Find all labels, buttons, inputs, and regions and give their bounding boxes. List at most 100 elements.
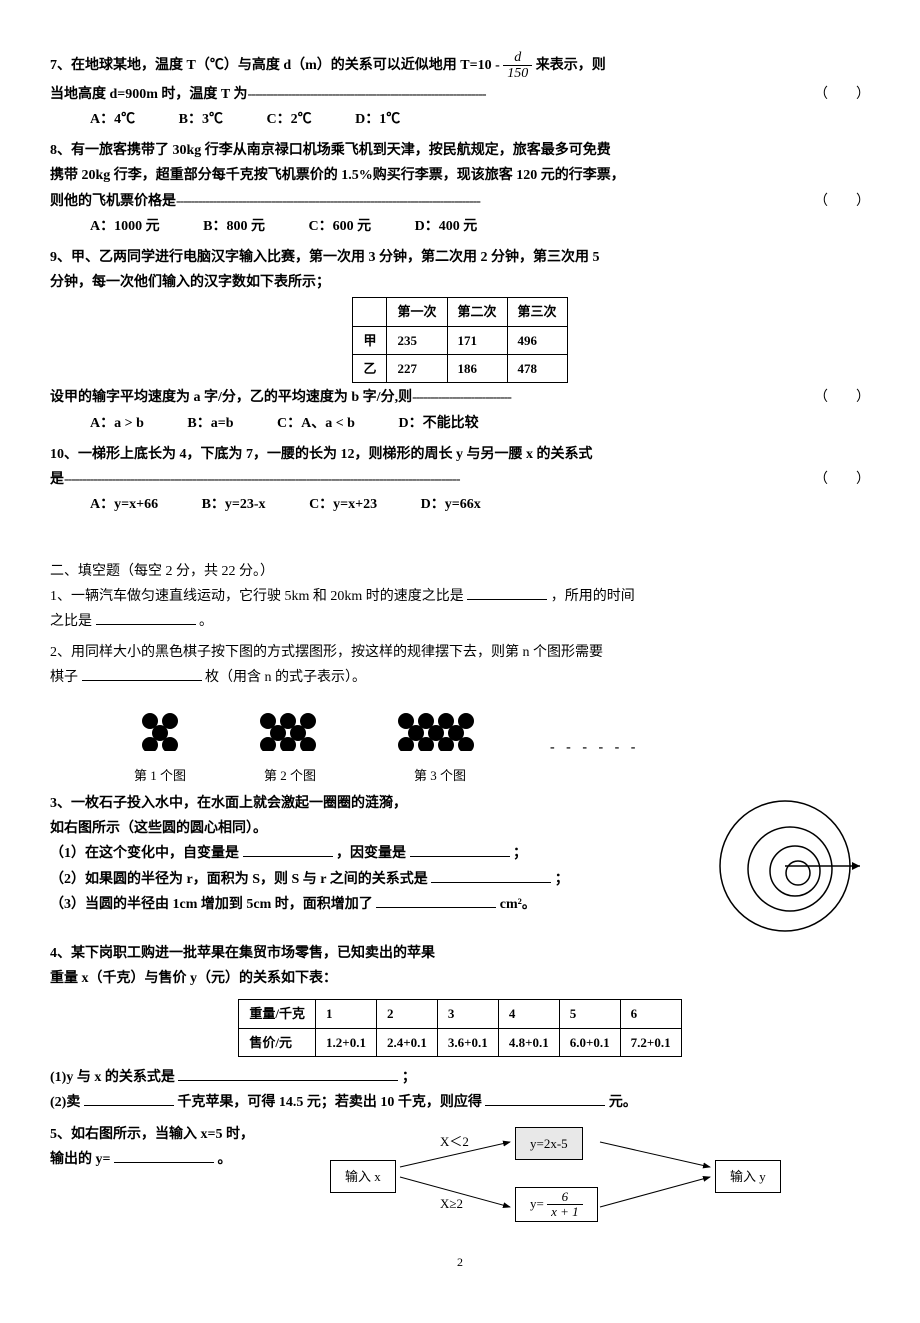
- q8-optB: B：800 元: [203, 214, 265, 239]
- fill-4-subs: (1)y 与 x 的关系式是 ； (2)卖 千克苹果，可得 14.5 元；若卖出…: [50, 1065, 870, 1115]
- q9-th-1: 第一次: [387, 298, 447, 326]
- q10-options: A：y=x+66 B：y=23-x C：y=x+23 D：y=66x: [50, 492, 870, 517]
- q9-r1c3: 496: [507, 326, 567, 354]
- fig-2: 第 2 个图: [250, 711, 330, 788]
- q9-line1: 9、甲、乙两同学进行电脑汉字输入比赛，第一次用 3 分钟，第二次用 2 分钟，第…: [50, 245, 870, 270]
- ripple-icon: [710, 791, 870, 941]
- fig-3: 第 3 个图: [390, 711, 490, 788]
- f4-h1: 1: [316, 1000, 377, 1028]
- q7-optC: C：2℃: [266, 107, 311, 132]
- question-9: 9、甲、乙两同学进行电脑汉字输入比赛，第一次用 3 分钟，第二次用 2 分钟，第…: [50, 245, 870, 436]
- question-7: 7、在地球某地，温度 T（℃）与高度 d（m）的关系可以近似地用 T=10 - …: [50, 50, 870, 132]
- fill-5-text: 5、如右图所示，当输入 x=5 时， 输出的 y= 。: [50, 1122, 310, 1172]
- q10-line1: 10、一梯形上底长为 4，下底为 7，一腰的长为 12，则梯形的周长 y 与另一…: [50, 442, 870, 467]
- f3-sub1c: ；: [513, 846, 527, 861]
- f4-blank3: [485, 1105, 605, 1106]
- fig-ellipsis: - - - - - -: [550, 735, 639, 788]
- q9-paren: （ ）: [814, 385, 870, 410]
- fig1-caption: 第 1 个图: [130, 764, 190, 787]
- q9-line3: 设甲的输字平均速度为 a 字/分，乙的平均速度为 b 字/分,则: [50, 385, 412, 410]
- dots-icon-2: [250, 711, 330, 751]
- f1-p4: 。: [199, 614, 213, 629]
- q9-th-3: 第三次: [507, 298, 567, 326]
- f1-p3: 之比是: [50, 614, 92, 629]
- q8-optD: D：400 元: [415, 214, 478, 239]
- q7-dashes: ----------------------------------------…: [248, 82, 814, 107]
- f4-sub2c: 元。: [609, 1095, 637, 1110]
- page-number: 2: [50, 1252, 870, 1274]
- f4-line1: 4、某下岗职工购进一批苹果在集贸市场零售，已知卖出的苹果: [50, 941, 870, 966]
- f3-blank3: [431, 882, 551, 883]
- fill-4: 4、某下岗职工购进一批苹果在集贸市场零售，已知卖出的苹果 重量 x（千克）与售价…: [50, 941, 870, 991]
- f4-r5: 6.0+0.1: [559, 1028, 620, 1056]
- flow-input-box: 输入 x: [330, 1160, 396, 1193]
- q10-paren: （ ）: [814, 467, 870, 492]
- q10-line2: 是: [50, 467, 64, 492]
- f4-h5: 5: [559, 1000, 620, 1028]
- f4-r2: 2.4+0.1: [376, 1028, 437, 1056]
- fig-1: 第 1 个图: [130, 711, 190, 788]
- f1-blank2: [96, 624, 196, 625]
- f4-sub2a: (2)卖: [50, 1095, 80, 1110]
- f4-table: 重量/千克 1 2 3 4 5 6 售价/元 1.2+0.1 2.4+0.1 3…: [238, 999, 681, 1057]
- flow-expr2-num: 6: [547, 1190, 583, 1205]
- f4-sub1a: (1)y 与 x 的关系式是: [50, 1070, 175, 1085]
- f3-sub1a: （1）在这个变化中，自变量是: [50, 846, 239, 861]
- q9-r1c1: 235: [387, 326, 447, 354]
- f4-h0: 重量/千克: [239, 1000, 316, 1028]
- fig3-caption: 第 3 个图: [390, 764, 490, 787]
- f4-sub1b: ；: [402, 1070, 416, 1085]
- f1-p1: 1、一辆汽车做匀速直线运动，它行驶 5km 和 20km 时的速度之比是: [50, 589, 464, 604]
- question-10: 10、一梯形上底长为 4，下底为 7，一腰的长为 12，则梯形的周长 y 与另一…: [50, 442, 870, 518]
- ellipsis-text: - - - - - -: [550, 735, 639, 760]
- q9-r2c1: 227: [387, 355, 447, 383]
- f2-p2: 棋子: [50, 670, 78, 685]
- flow-expr2-pre: y=: [530, 1195, 544, 1210]
- flow-cond2: X≥2: [440, 1192, 463, 1215]
- q7-frac-den: 150: [503, 66, 532, 81]
- f2-p1: 2、用同样大小的黑色棋子按下图的方式摆图形，按这样的规律摆下去，则第 n 个图形…: [50, 645, 603, 660]
- dots-icon-1: [130, 711, 190, 751]
- q10-optC: C：y=x+23: [309, 492, 377, 517]
- f5-line1: 5、如右图所示，当输入 x=5 时，: [50, 1122, 310, 1147]
- q9-r2c2: 186: [447, 355, 507, 383]
- q7-paren: （ ）: [814, 82, 870, 107]
- q9-table: 第一次 第二次 第三次 甲 235 171 496 乙 227 186 478: [352, 297, 567, 383]
- f4-h6: 6: [620, 1000, 681, 1028]
- q9-th-2: 第二次: [447, 298, 507, 326]
- f4-line2: 重量 x（千克）与售价 y（元）的关系如下表：: [50, 966, 870, 991]
- q10-dashes: ----------------------------------------…: [64, 467, 814, 492]
- f5-blank: [114, 1162, 214, 1163]
- f1-blank1: [467, 599, 547, 600]
- q9-optA: A：a > b: [90, 411, 144, 436]
- f4-sub2b: 千克苹果，可得 14.5 元；若卖出 10 千克，则应得: [177, 1095, 482, 1110]
- fill-1: 1、一辆汽车做匀速直线运动，它行驶 5km 和 20km 时的速度之比是 ，所用…: [50, 584, 870, 634]
- f5-line2a: 输出的 y=: [50, 1152, 110, 1167]
- q7-fraction: d 150: [503, 50, 532, 82]
- q9-r2c3: 478: [507, 355, 567, 383]
- f4-r4: 4.8+0.1: [498, 1028, 559, 1056]
- f3-blank2: [410, 856, 510, 857]
- q7-frac-num: d: [503, 50, 532, 66]
- f3-blank1: [243, 856, 333, 857]
- flow-expr2-box: y= 6 x + 1: [515, 1187, 598, 1223]
- q8-dashes: ----------------------------------------…: [176, 189, 814, 214]
- f4-blank1: [178, 1080, 398, 1081]
- f3-sub2b: ；: [555, 872, 569, 887]
- fill-2: 2、用同样大小的黑色棋子按下图的方式摆图形，按这样的规律摆下去，则第 n 个图形…: [50, 640, 870, 690]
- f4-r3: 3.6+0.1: [437, 1028, 498, 1056]
- q9-th-0: [353, 298, 387, 326]
- q9-line2: 分钟，每一次他们输入的汉字数如下表所示；: [50, 270, 870, 295]
- f2-figures: 第 1 个图 第 2 个图 第 3 个图 - - - - - -: [130, 711, 870, 788]
- f4-h2: 2: [376, 1000, 437, 1028]
- q7-optD: D：1℃: [355, 107, 400, 132]
- f3-blank4: [376, 907, 496, 908]
- q9-optB: B：a=b: [187, 411, 233, 436]
- f5-line2b: 。: [217, 1152, 231, 1167]
- q9-optC: C：A、a < b: [277, 411, 355, 436]
- fill-3-container: 3、一枚石子投入水中，在水面上就会激起一圈圈的涟漪， 如右图所示（这些圆的圆心相…: [50, 791, 870, 941]
- q8-line2: 携带 20kg 行李，超重部分每千克按飞机票价的 1.5%购买行李票，现该旅客 …: [50, 163, 870, 188]
- f1-p2: ，所用的时间: [551, 589, 635, 604]
- f4-r0: 售价/元: [239, 1028, 316, 1056]
- q8-optA: A：1000 元: [90, 214, 160, 239]
